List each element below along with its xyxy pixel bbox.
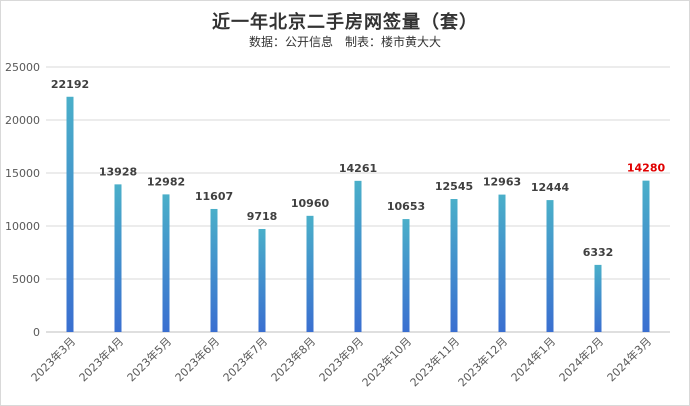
x-tick-label: 2023年5月	[124, 334, 174, 384]
bar	[642, 180, 650, 332]
x-tick-label: 2023年3月	[28, 334, 78, 384]
bar	[306, 215, 314, 332]
x-tick-label: 2023年4月	[76, 334, 126, 384]
bar	[114, 184, 122, 332]
data-label: 10960	[291, 197, 330, 210]
data-label: 12963	[483, 176, 521, 189]
bar	[402, 219, 410, 332]
y-tick-label: 25000	[5, 61, 40, 74]
x-tick-label: 2023年8月	[268, 334, 318, 384]
chart-title: 近一年北京二手房网签量（套）	[212, 12, 478, 33]
bar	[258, 228, 266, 332]
y-tick-label: 0	[33, 326, 40, 339]
y-tick-label: 15000	[5, 167, 40, 180]
x-tick-label: 2023年6月	[172, 334, 222, 384]
data-label: 6332	[583, 246, 614, 259]
bar	[162, 194, 170, 332]
x-tick-label: 2024年3月	[604, 334, 654, 384]
x-tick-label: 2023年9月	[316, 334, 366, 384]
bar	[594, 264, 602, 332]
y-tick-label: 20000	[5, 114, 40, 127]
data-label: 9718	[247, 210, 278, 223]
chart-subtitle: 数据：公开信息 制表：楼市黄大大	[248, 35, 441, 49]
bar	[546, 200, 554, 332]
x-tick-label: 2024年1月	[508, 334, 558, 384]
y-tick-label: 10000	[5, 220, 40, 233]
data-label: 12545	[435, 180, 473, 193]
data-label: 11607	[195, 190, 233, 203]
data-label: 14261	[339, 162, 377, 175]
x-tick-label: 2023年11月	[407, 334, 462, 389]
data-label: 14280	[627, 162, 666, 175]
bar	[210, 208, 218, 332]
bar	[498, 194, 506, 332]
bar	[66, 96, 74, 332]
x-tick-label: 2024年2月	[556, 334, 606, 384]
x-tick-label: 2023年12月	[455, 334, 510, 389]
data-label: 22192	[51, 78, 89, 91]
data-label: 12982	[147, 175, 185, 188]
data-label: 10653	[387, 200, 425, 213]
data-label: 13928	[99, 165, 137, 178]
x-tick-label: 2023年10月	[359, 334, 414, 389]
data-label: 12444	[531, 181, 570, 194]
x-tick-label: 2023年7月	[220, 334, 270, 384]
bar	[450, 199, 458, 332]
bar	[354, 180, 362, 332]
y-tick-label: 5000	[12, 273, 40, 286]
